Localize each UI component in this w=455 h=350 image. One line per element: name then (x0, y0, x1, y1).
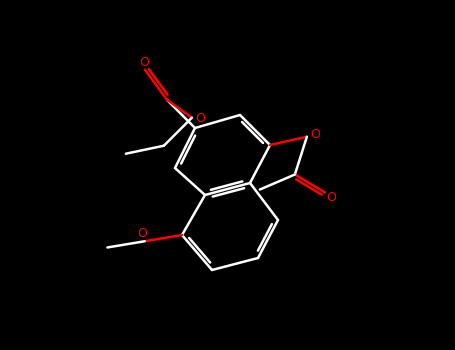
Text: O: O (195, 112, 205, 125)
Text: O: O (137, 227, 147, 240)
Text: O: O (326, 191, 336, 204)
Text: O: O (310, 128, 320, 141)
Text: O: O (139, 56, 149, 69)
